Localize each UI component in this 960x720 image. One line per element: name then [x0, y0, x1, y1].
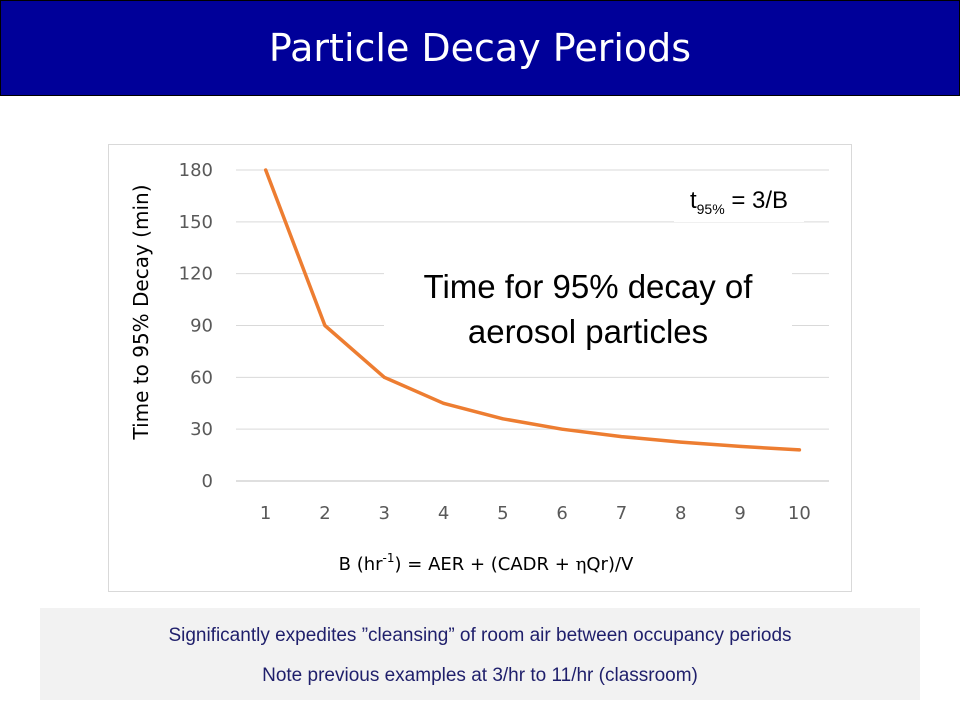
formula-annotation: t95% = 3/B: [674, 180, 804, 222]
annotation-line-2: aerosol particles: [467, 313, 709, 350]
note-line-1: Significantly expedites ”cleansing” of r…: [168, 625, 792, 646]
y-axis-label: Time to 95% Decay (min): [129, 184, 153, 440]
y-tick-labels: 0 30 60 90 120 150 180: [179, 160, 213, 492]
data-point: [264, 168, 268, 172]
title-bar: Particle Decay Periods: [0, 0, 960, 96]
chart-annotation: Time for 95% decay of aerosol particles: [384, 264, 792, 354]
y-tick-label: 90: [190, 316, 213, 337]
y-tick-label: 120: [179, 264, 213, 285]
y-tick-label: 180: [179, 160, 213, 181]
y-tick-label: 60: [190, 367, 213, 388]
note-line-2: Note previous examples at 3/hr to 11/hr …: [262, 665, 698, 686]
annotation-line-1: Time for 95% decay of: [423, 268, 753, 305]
page-title: Particle Decay Periods: [268, 26, 692, 70]
data-point: [619, 435, 623, 439]
y-tick-label: 30: [190, 419, 213, 440]
data-point: [738, 444, 742, 448]
notes-box: Significantly expedites ”cleansing” of r…: [40, 608, 920, 700]
x-tick-label: 6: [556, 503, 567, 524]
x-tick-label: 10: [788, 503, 811, 524]
data-point: [797, 448, 801, 452]
x-tick-label: 8: [675, 503, 686, 524]
data-point: [442, 401, 446, 405]
y-tick-label: 150: [179, 212, 213, 233]
data-point: [501, 417, 505, 421]
x-tick-label: 5: [497, 503, 508, 524]
series-layer: [263, 168, 802, 452]
data-point: [382, 375, 386, 379]
y-tick-label: 0: [202, 471, 213, 492]
data-point: [560, 427, 564, 431]
x-tick-label: 9: [734, 503, 745, 524]
x-tick-label: 4: [438, 503, 449, 524]
x-tick-label: 1: [260, 503, 271, 524]
x-tick-labels: 1 2 3 4 5 6 7 8 9 10: [260, 503, 811, 524]
decay-line-chart: 0 30 60 90 120 150 180 1 2 3 4 5 6 7 8 9 10 Time to 95%…: [129, 160, 829, 575]
data-point: [679, 440, 683, 444]
x-tick-label: 3: [379, 503, 390, 524]
x-tick-label: 2: [319, 503, 330, 524]
x-axis-label: B (hr-1) = AER + (CADR + ηQr)/V: [339, 551, 634, 575]
x-tick-label: 7: [616, 503, 627, 524]
data-point: [323, 324, 327, 327]
series-line: [263, 168, 802, 452]
